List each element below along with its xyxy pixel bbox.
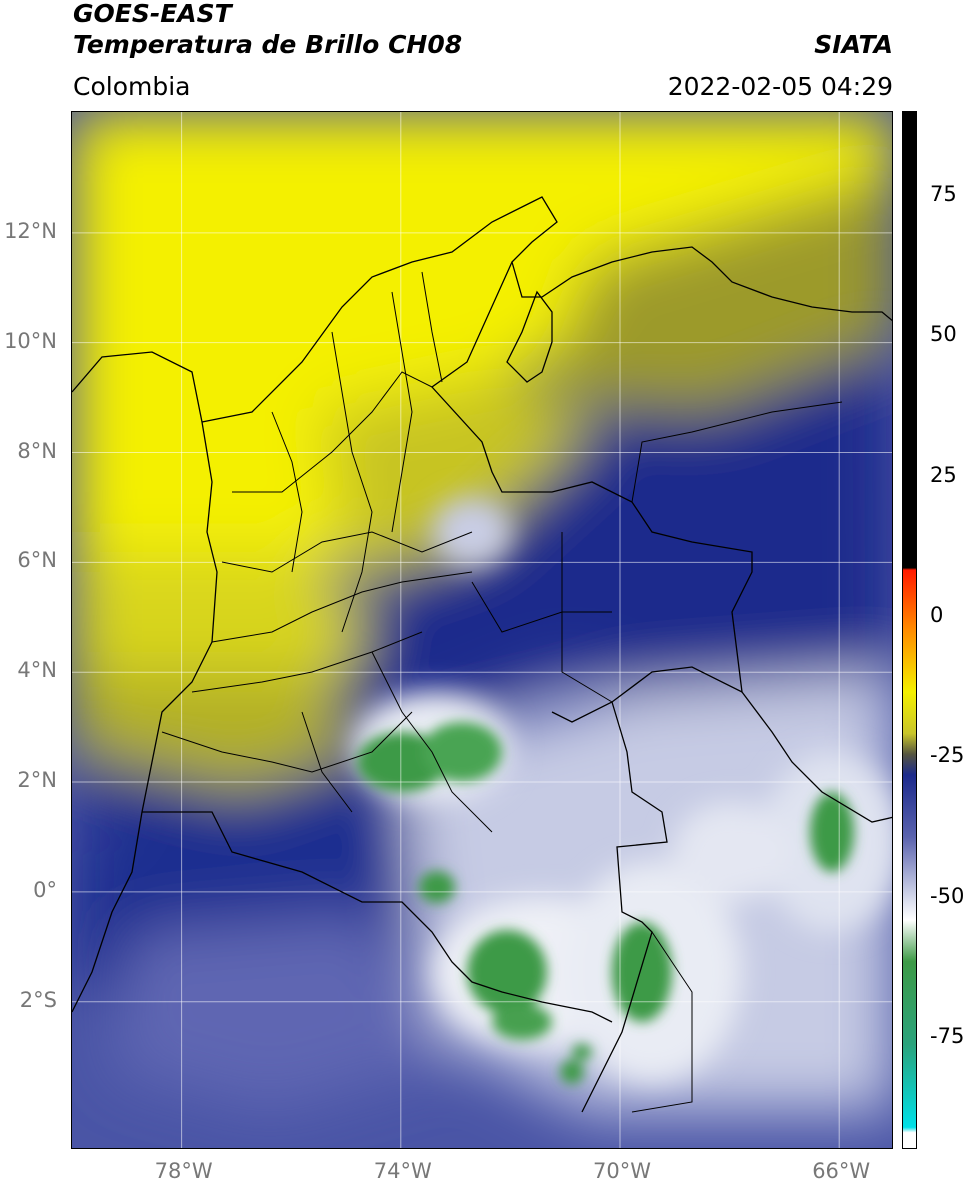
graticule [72,112,892,1148]
colorbar [902,111,917,1149]
colorbar-tick-label: -50 [930,883,965,908]
lat-tick-label: 2°S [19,987,57,1012]
cold-cloud-tops [357,722,854,1084]
boundaries [72,196,892,1113]
lat-tick-label: 8°N [17,438,57,463]
colorbar-gradient [903,112,916,1148]
map-canvas [72,112,892,1148]
colorbar-tick-label: 25 [930,462,957,487]
timestamp-label: 2022-02-05 04:29 [667,72,893,101]
colorbar-tick-label: 75 [930,182,957,207]
lat-tick-label: 4°N [17,658,57,683]
lat-tick-label: 2°N [17,768,57,793]
lat-tick-label: 10°N [4,328,57,353]
colorbar-tick-label: 0 [930,602,944,627]
colombia-ecuador-peru-border [142,811,613,1023]
lake-maracaibo [506,290,553,383]
lon-tick-label: 66°W [812,1159,871,1183]
colorbar-tick-label: -25 [930,743,965,768]
product-title: Temperatura de Brillo CH08 [73,30,463,59]
lon-tick-label: 78°W [154,1159,213,1183]
lon-tick-label: 74°W [373,1159,432,1183]
lat-tick-label: 6°N [17,548,57,573]
satellite-title: GOES-EAST [73,0,232,28]
colorbar-tick-label: 50 [930,322,957,347]
lon-tick-label: 70°W [593,1159,651,1183]
caribbean-coastline [201,196,892,423]
lat-tick-label: 0° [33,877,57,902]
colorbar-tick-label: -75 [930,1023,965,1048]
satellite-map [71,111,893,1149]
region-label: Colombia [73,72,191,101]
colombia-south-border [581,701,668,1113]
venezuela-brazil-border [741,691,892,823]
lat-tick-label: 12°N [4,218,57,243]
agency-label: SIATA [814,30,893,59]
colombia-venezuela-border [431,261,753,723]
